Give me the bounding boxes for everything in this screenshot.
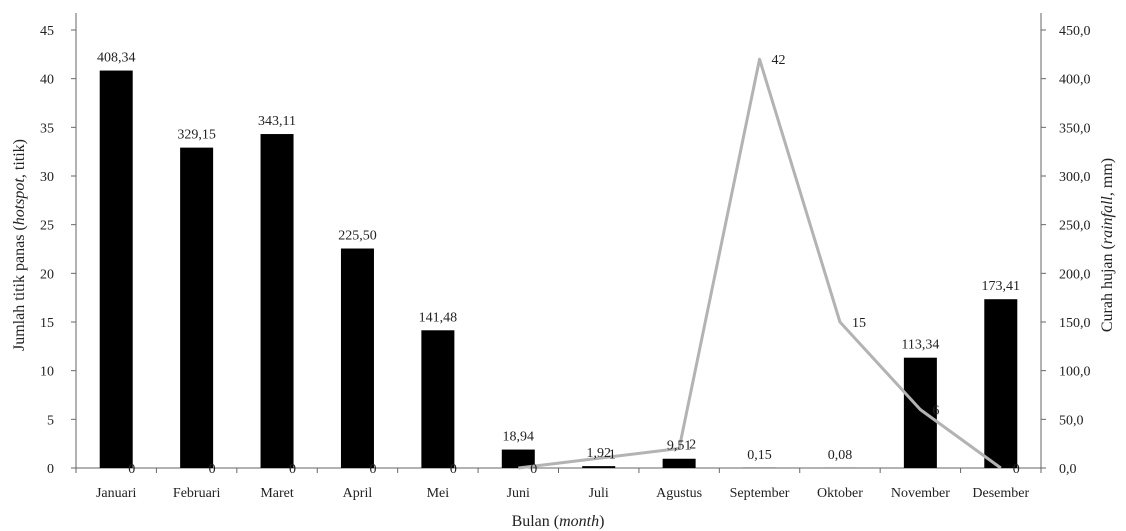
left-axis-title: Jumlah titik panas (hotspot, titik) — [11, 139, 28, 351]
hotspot-series-line — [518, 57, 1002, 470]
left-tick-label: 5 — [47, 413, 54, 428]
rainfall-bar — [340, 248, 374, 468]
rainfall-bar — [180, 147, 214, 469]
x-tick-label: Januari — [96, 486, 137, 501]
hotspot-data-label: 15 — [852, 316, 866, 331]
right-tick-label: 0,0 — [1059, 462, 1077, 477]
rainfall-data-label: 343,11 — [258, 114, 296, 129]
hotspot-data-label: 0 — [450, 462, 457, 477]
right-axis-ticks: 0,0 50,0 100,0 150,0 200,0 250,0 300,0 350,0 400… — [1041, 24, 1091, 477]
rainfall-data-label: 329,15 — [177, 128, 216, 143]
rainfall-data-label: 0,15 — [747, 448, 772, 463]
rainfall-data-label: 1,92 — [586, 446, 611, 461]
axes — [75, 13, 1042, 469]
x-tick-label: September — [730, 486, 790, 501]
rainfall-data-label: 173,41 — [982, 279, 1021, 294]
hotspot-data-label: 0 — [209, 462, 216, 477]
hotspot-data-label: 0 — [530, 462, 537, 477]
x-tick-label: Februari — [173, 486, 221, 501]
rainfall-bar — [662, 458, 696, 468]
rainfall-bar — [421, 330, 455, 468]
left-tick-label: 25 — [40, 219, 54, 234]
left-tick-label: 40 — [40, 73, 54, 88]
rainfall-data-label: 18,94 — [503, 430, 535, 445]
rainfall-data-label: 113,34 — [901, 338, 939, 353]
rainfall-bar — [582, 466, 616, 468]
right-tick-label: 250,0 — [1059, 219, 1091, 234]
rainfall-data-label: 0,08 — [828, 448, 853, 463]
hotspot-data-label: 2 — [689, 438, 696, 453]
left-tick-label: 10 — [40, 365, 54, 380]
x-tick-label: Juni — [507, 486, 530, 501]
left-tick-label: 0 — [47, 462, 54, 477]
hotspot-data-labels: 0 0 0 0 0 0 1 2 42 15 6 0 — [128, 53, 1020, 477]
left-tick-label: 20 — [40, 267, 54, 282]
right-axis-title: Curah hujan (rainfall, mm) — [1099, 158, 1116, 332]
hotspot-line — [518, 57, 1002, 470]
hotspot-data-label: 0 — [369, 462, 376, 477]
left-tick-label: 30 — [40, 170, 54, 185]
right-tick-label: 300,0 — [1059, 170, 1091, 185]
right-tick-label: 150,0 — [1059, 316, 1091, 331]
rainfall-bar — [501, 449, 535, 468]
left-tick-label: 45 — [40, 24, 54, 39]
hotspot-data-label: 1 — [609, 447, 616, 462]
right-tick-label: 50,0 — [1059, 413, 1084, 428]
hotspot-data-label: 0 — [128, 462, 135, 477]
hotspot-data-label: 0 — [1013, 462, 1020, 477]
right-tick-label: 400,0 — [1059, 73, 1091, 88]
x-tick-label: April — [343, 486, 373, 501]
rainfall-bar — [99, 70, 133, 468]
rainfall-bar — [260, 134, 294, 468]
rainfall-data-labels: 408,34 329,15 343,11 225,50 141,48 18,94 1,92 9… — [97, 51, 1020, 463]
right-tick-label: 350,0 — [1059, 121, 1091, 136]
hotspot-data-label: 6 — [932, 404, 939, 419]
rainfall-data-label: 225,50 — [338, 229, 377, 244]
x-tick-label: Desember — [972, 486, 1029, 501]
hotspot-data-label: 42 — [772, 53, 786, 68]
hotspot-data-label: 0 — [289, 462, 296, 477]
rainfall-data-label: 9,51 — [667, 439, 692, 454]
x-tick-label: Maret — [260, 486, 294, 501]
rainfall-bars — [99, 70, 1018, 469]
x-tick-label: Oktober — [817, 486, 863, 501]
left-tick-label: 35 — [40, 121, 54, 136]
right-tick-label: 100,0 — [1059, 365, 1091, 380]
rainfall-data-label: 141,48 — [419, 310, 458, 325]
left-tick-label: 15 — [40, 316, 54, 331]
x-tick-label: Mei — [427, 486, 450, 501]
rainfall-bar — [984, 299, 1018, 468]
rainfall-bar — [903, 357, 937, 468]
right-tick-label: 450,0 — [1059, 24, 1091, 39]
x-tick-label: November — [891, 486, 950, 501]
left-axis-ticks: 0 5 10 15 20 25 30 35 40 45 — [40, 24, 76, 477]
rainfall-data-label: 408,34 — [97, 51, 136, 66]
x-tick-label: Juli — [589, 486, 609, 501]
x-axis-ticks: Januari Februari Maret April Mei Juni Juli Agus… — [75, 468, 1042, 501]
right-tick-label: 200,0 — [1059, 267, 1091, 282]
x-axis-title: Bulan (month) — [512, 513, 605, 530]
x-tick-label: Agustus — [656, 486, 702, 501]
